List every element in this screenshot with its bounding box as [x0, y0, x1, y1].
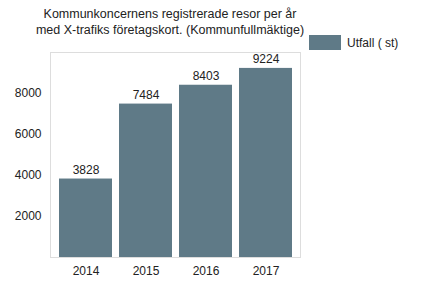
svg-text:8403: 8403: [193, 69, 220, 83]
svg-text:2017: 2017: [253, 264, 280, 278]
svg-text:8000: 8000: [15, 86, 42, 100]
html-text:Kommunkoncernens registrerade: Kommunkoncernens registrerade resor per …: [43, 7, 297, 21]
svg-text:2015: 2015: [133, 264, 160, 278]
svg-text:6000: 6000: [15, 127, 42, 141]
svg-text:9224: 9224: [253, 52, 280, 66]
svg-text:4000: 4000: [15, 168, 42, 182]
html-text:Utfall ( st): Utfall ( st): [347, 35, 399, 50]
svg-text:2016: 2016: [193, 264, 220, 278]
svg-text:3828: 3828: [73, 163, 100, 177]
html-text:med X-trafiks företagskort. (K: med X-trafiks företagskort. (Kommunfullm…: [35, 23, 305, 37]
svg-text:2014: 2014: [73, 264, 100, 278]
svg-text:7484: 7484: [133, 88, 160, 102]
svg-text:2000: 2000: [15, 209, 42, 223]
